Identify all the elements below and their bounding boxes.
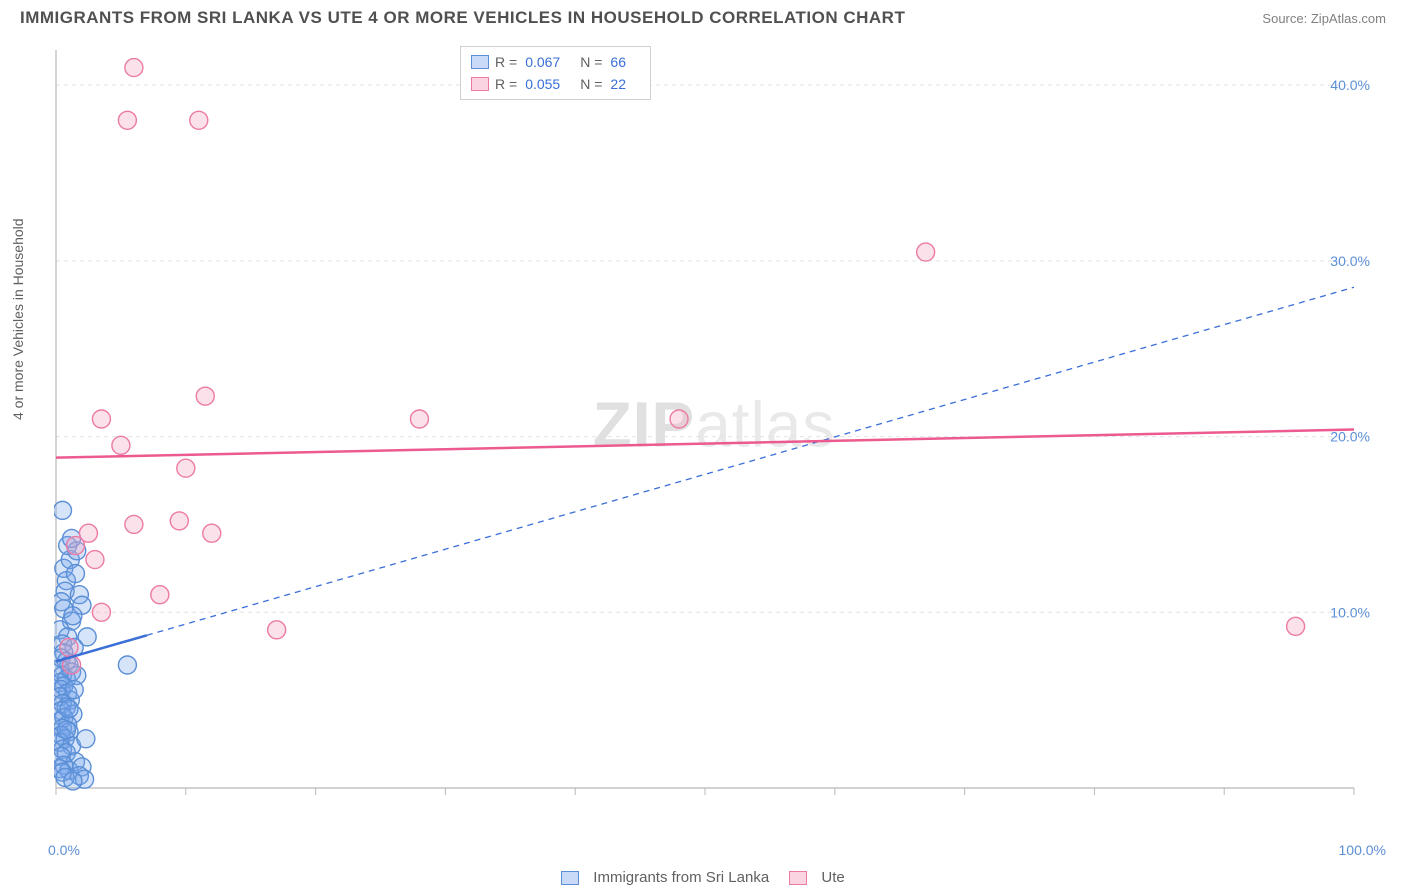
- legend-swatch-blue: [561, 871, 579, 885]
- n-label: N =: [580, 51, 602, 73]
- legend-stats-row: R = 0.067 N = 66: [471, 51, 640, 73]
- svg-text:30.0%: 30.0%: [1330, 253, 1370, 269]
- n-label: N =: [580, 73, 602, 95]
- r-label: R =: [495, 73, 517, 95]
- legend-label: Immigrants from Sri Lanka: [593, 869, 769, 886]
- legend-stats: R = 0.067 N = 66 R = 0.055 N = 22: [460, 46, 651, 100]
- legend-label: Ute: [821, 869, 844, 886]
- r-label: R =: [495, 51, 517, 73]
- n-value: 66: [610, 51, 626, 73]
- svg-text:10.0%: 10.0%: [1330, 604, 1370, 620]
- scatter-plot: 10.0%20.0%30.0%40.0%: [54, 48, 1374, 808]
- legend-swatch-pink: [471, 77, 489, 91]
- x-tick-label-min: 0.0%: [48, 842, 80, 858]
- chart-title: IMMIGRANTS FROM SRI LANKA VS UTE 4 OR MO…: [20, 8, 905, 28]
- x-tick-label-max: 100.0%: [1339, 842, 1386, 858]
- source-value: ZipAtlas.com: [1311, 11, 1386, 26]
- r-value: 0.055: [525, 73, 560, 95]
- header: IMMIGRANTS FROM SRI LANKA VS UTE 4 OR MO…: [0, 0, 1406, 32]
- legend-series: Immigrants from Sri Lanka Ute: [0, 868, 1406, 886]
- legend-swatch-pink: [789, 871, 807, 885]
- legend-stats-row: R = 0.055 N = 22: [471, 73, 640, 95]
- source-label: Source:: [1262, 11, 1307, 26]
- svg-text:40.0%: 40.0%: [1330, 77, 1370, 93]
- source-attribution: Source: ZipAtlas.com: [1262, 11, 1386, 26]
- legend-swatch-blue: [471, 55, 489, 69]
- r-value: 0.067: [525, 51, 560, 73]
- n-value: 22: [610, 73, 626, 95]
- chart-area: ZIPatlas 10.0%20.0%30.0%40.0%: [54, 48, 1374, 808]
- y-axis-label: 4 or more Vehicles in Household: [10, 218, 26, 420]
